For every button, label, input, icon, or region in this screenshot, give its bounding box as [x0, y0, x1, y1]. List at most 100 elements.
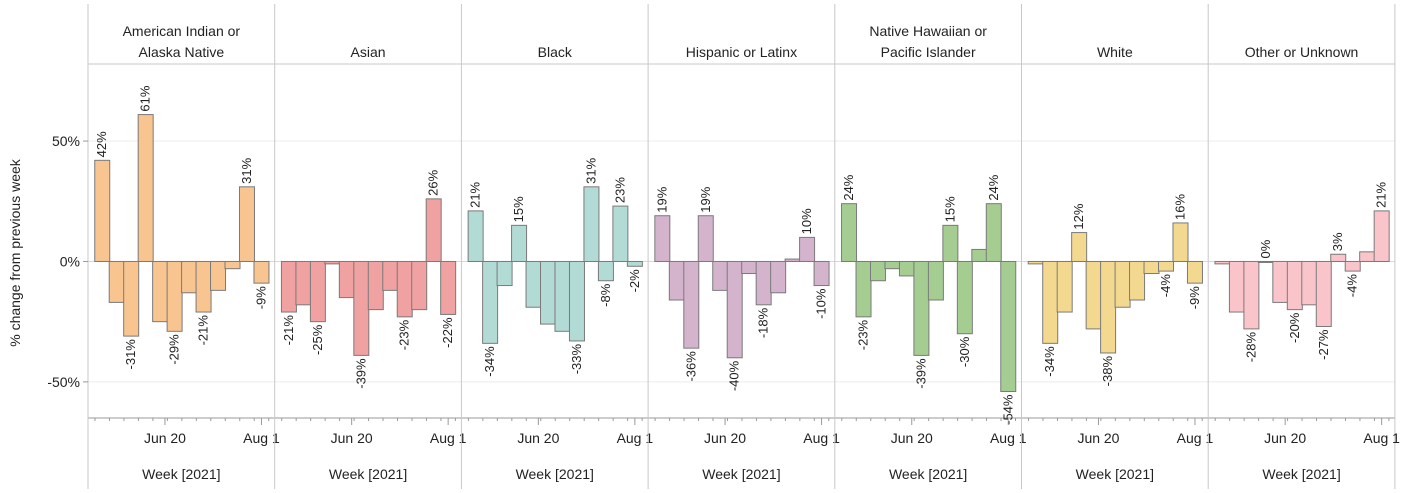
bar [755, 260, 772, 306]
data-label: -9% [1187, 286, 1202, 310]
data-label: -33% [569, 344, 584, 375]
bar [942, 224, 959, 262]
bar [956, 260, 973, 335]
data-label: -21% [281, 315, 296, 346]
data-label: -18% [756, 307, 771, 338]
bar [799, 236, 816, 262]
bar [295, 260, 312, 306]
data-label: 19% [654, 186, 669, 212]
x-tick-label: Aug 1 [617, 430, 654, 446]
bar [985, 203, 1002, 262]
panel-black: Black 21% -34% 15% -33% 31% -8% 23% -2% Jun 20 Aug… [460, 4, 654, 489]
bar [1257, 260, 1274, 263]
bar [927, 260, 944, 301]
data-label: 16% [1172, 193, 1187, 219]
data-label: -9% [253, 286, 268, 310]
bar [612, 205, 629, 262]
bar [195, 260, 212, 313]
bar [280, 260, 297, 313]
data-label: -10% [814, 288, 829, 319]
bar [1042, 260, 1059, 344]
bar [94, 159, 111, 262]
bar [1359, 251, 1376, 262]
data-label: 31% [239, 157, 254, 183]
x-axis-title: Week [2021] [329, 466, 407, 482]
data-label: 24% [841, 174, 856, 200]
data-label: -4% [1158, 274, 1173, 298]
bar [841, 203, 858, 262]
y-tick-label: 50% [52, 133, 80, 149]
x-tick-label: Aug 1 [1177, 430, 1214, 446]
panel-title: Other or Unknown [1245, 44, 1359, 60]
x-axis-title: Week [2021] [1076, 466, 1154, 482]
bar [913, 260, 930, 356]
data-label: 0% [1258, 239, 1273, 258]
bar [884, 260, 901, 270]
bar [683, 260, 700, 349]
x-tick-label: Jun 20 [704, 430, 746, 446]
panel-title: American Indian or [123, 23, 241, 39]
panel-title: White [1097, 44, 1133, 60]
bar [210, 260, 227, 291]
x-tick-label: Jun 20 [1264, 430, 1306, 446]
data-label: 12% [1071, 203, 1086, 229]
data-label: -30% [957, 336, 972, 367]
data-label: -23% [397, 319, 412, 350]
bar [1228, 260, 1245, 313]
data-label: -20% [1287, 312, 1302, 343]
x-axis-title: Week [2021] [702, 466, 780, 482]
x-axis-title: Week [2021] [1262, 466, 1340, 482]
panel-american-indian-or-alaska-native: American Indian or Alaska Native 42% -31% 61… [87, 4, 280, 489]
data-label: 10% [799, 208, 814, 234]
x-tick-label: Jun 20 [144, 430, 186, 446]
bar [224, 260, 241, 270]
x-tick-label: Aug 1 [803, 430, 840, 446]
bar [367, 260, 384, 311]
bar [1373, 210, 1390, 262]
bar [525, 260, 542, 308]
data-label: -21% [196, 315, 211, 346]
data-label: -38% [1100, 356, 1115, 387]
bar [1071, 232, 1088, 262]
x-tick-label: Aug 1 [430, 430, 467, 446]
bar [1186, 260, 1203, 284]
data-label: 42% [94, 131, 109, 157]
bar [554, 260, 571, 332]
x-tick-label: Jun 20 [1077, 430, 1119, 446]
bar [181, 260, 198, 294]
data-label: -39% [913, 358, 928, 389]
bar [654, 215, 671, 262]
panel-title: Hispanic or Latinx [686, 44, 797, 60]
data-label: 3% [1330, 232, 1345, 251]
bar [540, 260, 557, 325]
bar [353, 260, 370, 356]
bar [108, 260, 125, 303]
bar [1243, 260, 1260, 330]
y-axis-title: % change from previous week [7, 158, 23, 347]
bar [1330, 253, 1347, 262]
bar [726, 260, 743, 359]
x-axis-title: Week [2021] [142, 466, 220, 482]
data-label: 31% [583, 157, 598, 183]
panel-title: Pacific Islander [881, 44, 976, 60]
panel-title: Native Hawaiian or [869, 23, 987, 39]
data-label: 15% [511, 196, 526, 222]
data-label: -23% [856, 319, 871, 350]
data-label: -2% [627, 269, 642, 293]
bar [1056, 260, 1073, 313]
bar [1172, 222, 1189, 262]
data-label: -31% [123, 339, 138, 370]
x-tick-label: Aug 1 [243, 430, 280, 446]
bar [898, 260, 915, 277]
bar [1085, 260, 1102, 330]
bar [1114, 260, 1131, 308]
bar [1143, 260, 1160, 275]
bar [1214, 260, 1231, 265]
bar [1344, 260, 1361, 272]
bar [166, 260, 183, 332]
bar [238, 186, 255, 262]
bar [467, 210, 484, 262]
data-label: -54% [1000, 394, 1015, 425]
bar [440, 260, 457, 315]
